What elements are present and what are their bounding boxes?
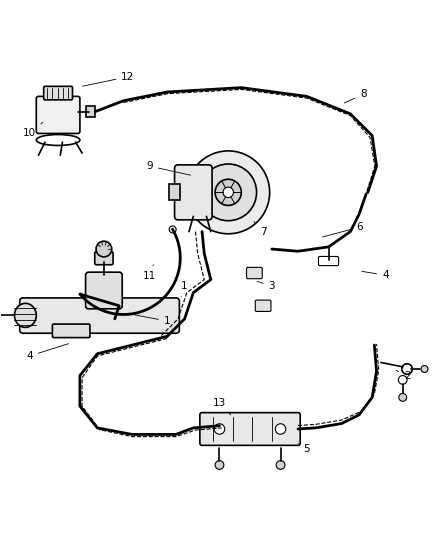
Text: 13: 13 [212,398,230,415]
Text: 11: 11 [143,265,156,281]
FancyBboxPatch shape [254,300,270,311]
FancyBboxPatch shape [36,96,80,133]
Text: 10: 10 [23,122,43,139]
Text: 4: 4 [361,270,388,280]
Text: 2: 2 [396,370,410,382]
Circle shape [199,164,256,221]
Circle shape [215,179,241,205]
Bar [169,184,180,200]
FancyBboxPatch shape [199,413,300,446]
Text: 9: 9 [146,161,190,175]
Text: 4: 4 [26,344,68,361]
FancyBboxPatch shape [44,86,72,100]
Circle shape [401,364,411,374]
Text: 1: 1 [181,281,187,297]
FancyBboxPatch shape [174,165,212,220]
Circle shape [215,461,223,470]
Ellipse shape [14,303,36,327]
FancyBboxPatch shape [52,324,90,337]
Circle shape [214,424,224,434]
Circle shape [186,151,269,234]
Circle shape [223,187,233,198]
Text: 7: 7 [254,222,266,238]
Circle shape [397,376,406,384]
FancyBboxPatch shape [318,256,338,265]
Text: 5: 5 [297,443,309,454]
Circle shape [276,461,284,470]
FancyBboxPatch shape [246,268,261,279]
Text: 1: 1 [134,315,170,326]
Circle shape [96,241,112,257]
Circle shape [398,393,406,401]
FancyBboxPatch shape [95,252,113,265]
Text: 12: 12 [82,72,134,86]
FancyBboxPatch shape [85,272,122,309]
Bar [86,107,95,117]
Text: 8: 8 [343,89,366,103]
Circle shape [420,366,427,373]
Circle shape [169,226,176,233]
Text: 3: 3 [257,281,275,291]
Circle shape [275,424,285,434]
Text: 6: 6 [322,222,362,237]
FancyBboxPatch shape [20,298,179,333]
